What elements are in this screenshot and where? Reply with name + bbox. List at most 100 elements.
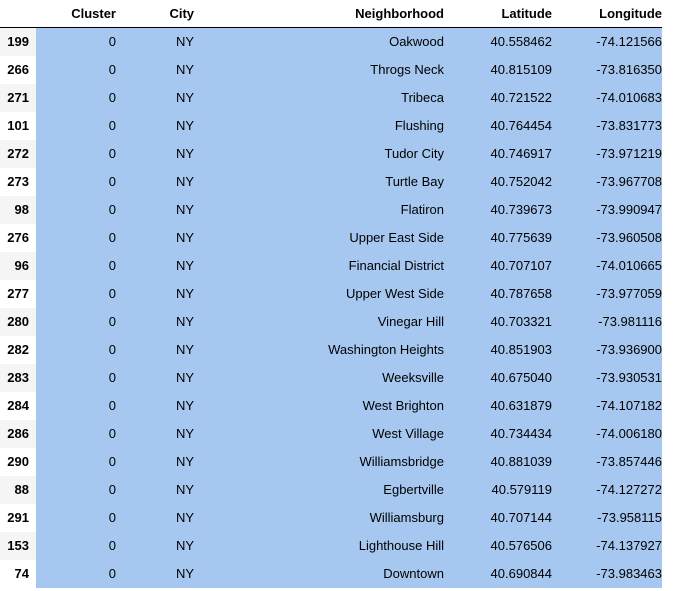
column-header-neighborhood: Neighborhood bbox=[194, 0, 444, 28]
cell-neighborhood: Throgs Neck bbox=[194, 56, 444, 84]
cell-cluster: 0 bbox=[36, 224, 116, 252]
cell-city: NY bbox=[116, 168, 194, 196]
table-body: 199 0 NY Oakwood 40.558462 -74.121566 266 0 NY Th… bbox=[0, 27, 662, 588]
cell-city: NY bbox=[116, 448, 194, 476]
table-row: 291 0 NY Williamsburg 40.707144 -73.958115 bbox=[0, 504, 662, 532]
row-index: 291 bbox=[0, 504, 36, 532]
row-index: 153 bbox=[0, 532, 36, 560]
cell-longitude: -73.960508 bbox=[552, 224, 662, 252]
cell-neighborhood: West Village bbox=[194, 420, 444, 448]
cell-latitude: 40.558462 bbox=[444, 27, 552, 56]
row-index: 88 bbox=[0, 476, 36, 504]
cell-city: NY bbox=[116, 392, 194, 420]
row-index: 271 bbox=[0, 84, 36, 112]
cell-latitude: 40.815109 bbox=[444, 56, 552, 84]
row-index: 283 bbox=[0, 364, 36, 392]
cell-city: NY bbox=[116, 336, 194, 364]
cell-longitude: -73.977059 bbox=[552, 280, 662, 308]
table-row: 199 0 NY Oakwood 40.558462 -74.121566 bbox=[0, 27, 662, 56]
cell-cluster: 0 bbox=[36, 196, 116, 224]
table-row: 101 0 NY Flushing 40.764454 -73.831773 bbox=[0, 112, 662, 140]
cell-latitude: 40.703321 bbox=[444, 308, 552, 336]
cell-neighborhood: Egbertville bbox=[194, 476, 444, 504]
cell-neighborhood: Williamsbridge bbox=[194, 448, 444, 476]
cell-neighborhood: Oakwood bbox=[194, 27, 444, 56]
cell-city: NY bbox=[116, 224, 194, 252]
cell-longitude: -74.010665 bbox=[552, 252, 662, 280]
table-row: 266 0 NY Throgs Neck 40.815109 -73.816350 bbox=[0, 56, 662, 84]
cell-longitude: -73.967708 bbox=[552, 168, 662, 196]
cell-longitude: -74.121566 bbox=[552, 27, 662, 56]
cell-cluster: 0 bbox=[36, 140, 116, 168]
cell-longitude: -74.127272 bbox=[552, 476, 662, 504]
table-row: 290 0 NY Williamsbridge 40.881039 -73.857446 bbox=[0, 448, 662, 476]
table-row: 284 0 NY West Brighton 40.631879 -74.107182 bbox=[0, 392, 662, 420]
header-row: Cluster City Neighborhood Latitude Longi… bbox=[0, 0, 662, 28]
cell-cluster: 0 bbox=[36, 392, 116, 420]
cell-neighborhood: Weeksville bbox=[194, 364, 444, 392]
row-index: 286 bbox=[0, 420, 36, 448]
cell-longitude: -74.107182 bbox=[552, 392, 662, 420]
cell-neighborhood: Washington Heights bbox=[194, 336, 444, 364]
cell-latitude: 40.775639 bbox=[444, 224, 552, 252]
column-header-longitude: Longitude bbox=[552, 0, 662, 28]
cell-cluster: 0 bbox=[36, 448, 116, 476]
cell-neighborhood: Lighthouse Hill bbox=[194, 532, 444, 560]
row-index: 280 bbox=[0, 308, 36, 336]
cell-cluster: 0 bbox=[36, 252, 116, 280]
cell-latitude: 40.734434 bbox=[444, 420, 552, 448]
cell-neighborhood: Financial District bbox=[194, 252, 444, 280]
row-index: 282 bbox=[0, 336, 36, 364]
cell-city: NY bbox=[116, 84, 194, 112]
table-row: 88 0 NY Egbertville 40.579119 -74.127272 bbox=[0, 476, 662, 504]
row-index: 290 bbox=[0, 448, 36, 476]
table-row: 74 0 NY Downtown 40.690844 -73.983463 bbox=[0, 560, 662, 588]
table-row: 280 0 NY Vinegar Hill 40.703321 -73.981116 bbox=[0, 308, 662, 336]
row-index: 101 bbox=[0, 112, 36, 140]
row-index: 276 bbox=[0, 224, 36, 252]
cell-city: NY bbox=[116, 476, 194, 504]
cell-city: NY bbox=[116, 420, 194, 448]
cell-neighborhood: West Brighton bbox=[194, 392, 444, 420]
cell-cluster: 0 bbox=[36, 112, 116, 140]
cell-city: NY bbox=[116, 308, 194, 336]
row-index: 272 bbox=[0, 140, 36, 168]
cell-longitude: -73.816350 bbox=[552, 56, 662, 84]
cell-city: NY bbox=[116, 560, 194, 588]
table-row: 286 0 NY West Village 40.734434 -74.006180 bbox=[0, 420, 662, 448]
row-index: 96 bbox=[0, 252, 36, 280]
column-header-latitude: Latitude bbox=[444, 0, 552, 28]
cell-longitude: -73.971219 bbox=[552, 140, 662, 168]
cell-cluster: 0 bbox=[36, 280, 116, 308]
cell-city: NY bbox=[116, 112, 194, 140]
cell-longitude: -74.006180 bbox=[552, 420, 662, 448]
table-row: 153 0 NY Lighthouse Hill 40.576506 -74.137927 bbox=[0, 532, 662, 560]
table-header: Cluster City Neighborhood Latitude Longi… bbox=[0, 0, 662, 28]
cell-longitude: -73.983463 bbox=[552, 560, 662, 588]
table-row: 272 0 NY Tudor City 40.746917 -73.971219 bbox=[0, 140, 662, 168]
cell-neighborhood: Turtle Bay bbox=[194, 168, 444, 196]
cell-cluster: 0 bbox=[36, 84, 116, 112]
dataframe-table: Cluster City Neighborhood Latitude Longi… bbox=[0, 0, 662, 588]
cell-latitude: 40.576506 bbox=[444, 532, 552, 560]
cell-neighborhood: Vinegar Hill bbox=[194, 308, 444, 336]
row-index: 273 bbox=[0, 168, 36, 196]
cell-neighborhood: Tudor City bbox=[194, 140, 444, 168]
cell-cluster: 0 bbox=[36, 168, 116, 196]
cell-latitude: 40.579119 bbox=[444, 476, 552, 504]
cell-neighborhood: Williamsburg bbox=[194, 504, 444, 532]
cell-city: NY bbox=[116, 252, 194, 280]
cell-cluster: 0 bbox=[36, 27, 116, 56]
cell-neighborhood: Tribeca bbox=[194, 84, 444, 112]
cell-latitude: 40.707107 bbox=[444, 252, 552, 280]
table-row: 283 0 NY Weeksville 40.675040 -73.930531 bbox=[0, 364, 662, 392]
cell-longitude: -74.137927 bbox=[552, 532, 662, 560]
row-index: 266 bbox=[0, 56, 36, 84]
cell-cluster: 0 bbox=[36, 308, 116, 336]
table-row: 282 0 NY Washington Heights 40.851903 -73.936… bbox=[0, 336, 662, 364]
cell-cluster: 0 bbox=[36, 504, 116, 532]
cell-latitude: 40.764454 bbox=[444, 112, 552, 140]
cell-longitude: -73.930531 bbox=[552, 364, 662, 392]
table-row: 273 0 NY Turtle Bay 40.752042 -73.967708 bbox=[0, 168, 662, 196]
cell-neighborhood: Flushing bbox=[194, 112, 444, 140]
